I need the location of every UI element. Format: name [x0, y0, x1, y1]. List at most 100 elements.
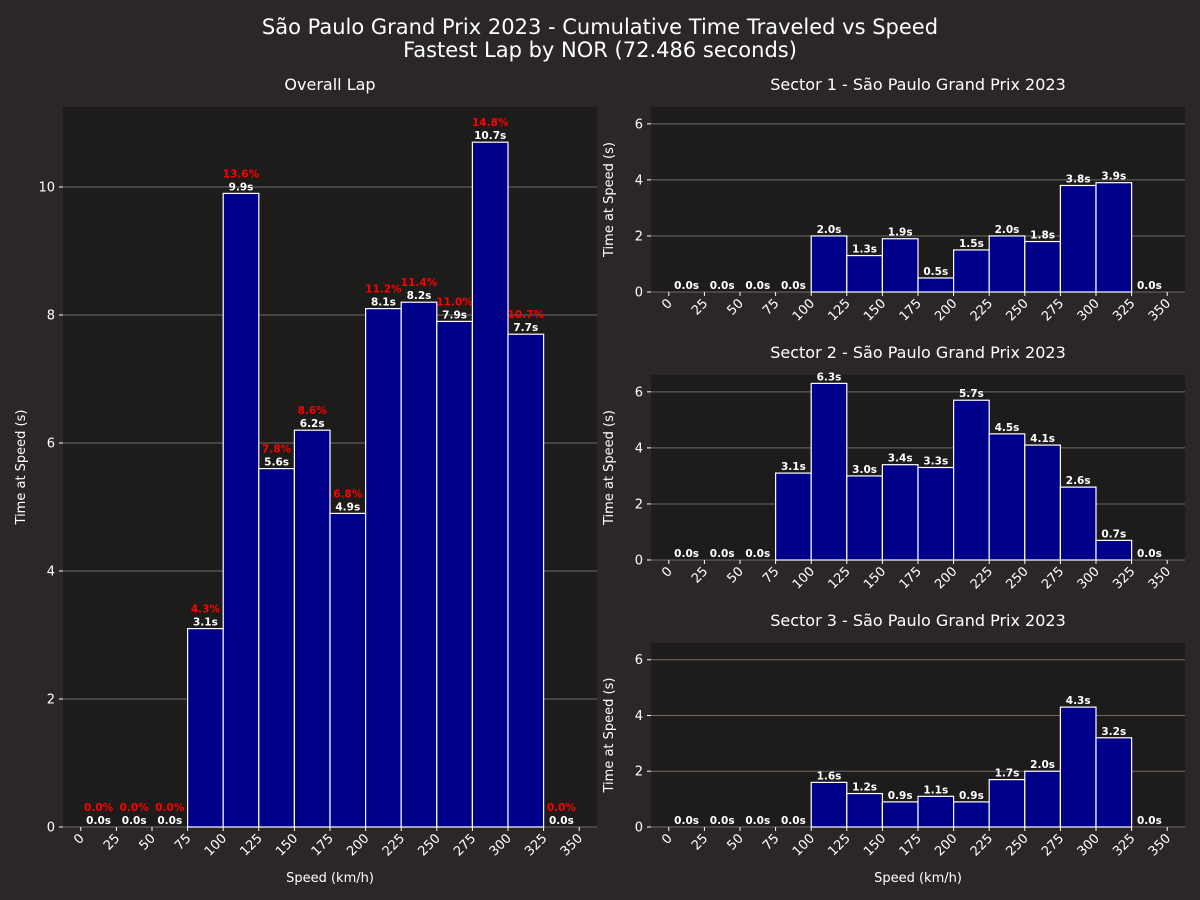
x-tick-label: 325 [1110, 296, 1138, 324]
x-tick-label: 275 [1039, 564, 1067, 592]
bar [1024, 444, 1062, 561]
x-tick-label: 350 [1146, 831, 1174, 859]
bar [1059, 706, 1097, 828]
x-tick-label: 25 [689, 296, 711, 318]
bar-value-label: 2.0s [1030, 759, 1055, 771]
x-tick-label: 150 [861, 564, 889, 592]
bar-value-label: 0.0s [710, 280, 735, 292]
bar-value-label: 0.0s [1137, 280, 1162, 292]
bar-value-label: 8.1s [371, 297, 396, 309]
x-tick-label: 50 [725, 296, 747, 318]
bar [988, 433, 1026, 561]
bar-percent-label: 6.8% [333, 488, 363, 500]
x-tick-label: 250 [1003, 831, 1031, 859]
chart-panel-1: 0 2 4 6 0.0s 0.0s 0.0s 0.0s 2.0s 1.3s 1.9s 0.5s 1.5s… [602, 75, 1185, 324]
bar-value-label: 0.0s [674, 548, 699, 560]
x-tick-label: 175 [897, 296, 925, 324]
chart-title: Sector 1 - São Paulo Grand Prix 2023 [770, 75, 1066, 94]
bar-percent-label: 8.6% [298, 405, 328, 417]
bar-value-label: 7.9s [442, 309, 467, 321]
x-tick-label: 300 [1075, 296, 1103, 324]
bar [471, 141, 509, 828]
x-tick-label: 100 [790, 564, 818, 592]
bar [400, 301, 438, 828]
chart-panel-3: 0 2 4 6 0.0s 0.0s 0.0s 0.0s 1.6s 1.2s 0.9s 1.1s 0.9s… [602, 611, 1185, 886]
bar [1024, 240, 1062, 293]
bar-value-label: 0.5s [923, 266, 948, 278]
y-tick-label: 2 [635, 497, 643, 512]
x-tick-label: 100 [790, 296, 818, 324]
bar-value-label: 3.9s [1101, 171, 1126, 183]
figure-title: São Paulo Grand Prix 2023 - Cumulative T… [262, 15, 938, 39]
bar-percent-label: 0.0% [120, 802, 150, 814]
bar-percent-label: 0.0% [155, 802, 185, 814]
bar [810, 382, 848, 561]
x-tick-label: 250 [1003, 564, 1031, 592]
x-tick-label: 350 [558, 831, 586, 859]
x-tick-label: 50 [725, 564, 747, 586]
chart-title: Sector 3 - São Paulo Grand Prix 2023 [770, 611, 1066, 630]
bar-value-label: 4.9s [335, 501, 360, 513]
bar [436, 320, 473, 828]
bar-value-label: 0.0s [710, 548, 735, 560]
y-tick-label: 2 [635, 765, 643, 780]
chart-panel-0: 02468100.0s0.0%0.0s0.0%0.0s0.0%3.1s4.3%9… [14, 75, 597, 886]
x-tick-label: 350 [1146, 564, 1174, 592]
x-tick-label: 0 [659, 296, 675, 312]
x-axis-label: Speed (km/h) [874, 871, 962, 886]
bar-value-label: 1.1s [923, 784, 948, 796]
x-tick-label: 125 [237, 831, 265, 859]
bar-percent-label: 4.3% [191, 604, 221, 616]
x-tick-label: 175 [897, 831, 925, 859]
x-tick-label: 125 [825, 296, 853, 324]
y-tick-label: 2 [47, 693, 55, 708]
bar-percent-label: 11.0% [436, 296, 473, 308]
bar-value-label: 0.7s [1101, 528, 1126, 540]
bar-percent-label: 7.8% [262, 444, 292, 456]
bar-value-label: 10.7s [474, 130, 506, 142]
x-tick-label: 200 [932, 296, 960, 324]
bar [1059, 184, 1097, 293]
x-tick-label: 125 [825, 564, 853, 592]
bar-value-label: 5.6s [264, 457, 289, 469]
y-tick-label: 4 [635, 709, 643, 724]
y-tick-label: 8 [47, 309, 55, 324]
bar [846, 792, 883, 828]
x-tick-label: 225 [968, 564, 996, 592]
bar [810, 781, 848, 828]
bar [952, 801, 990, 828]
x-tick-label: 150 [861, 831, 889, 859]
x-tick-label: 200 [932, 831, 960, 859]
bar-value-label: 2.0s [995, 224, 1020, 236]
bar-value-label: 0.0s [86, 815, 111, 827]
x-axis-label: Speed (km/h) [286, 871, 374, 886]
x-tick-label: 325 [522, 831, 550, 859]
bar-value-label: 1.8s [1030, 230, 1055, 242]
bar [846, 475, 883, 561]
x-tick-label: 300 [487, 831, 515, 859]
bar-value-label: 3.3s [923, 456, 948, 468]
bar-value-label: 0.0s [122, 815, 147, 827]
x-tick-label: 250 [1003, 296, 1031, 324]
bar [952, 249, 990, 293]
y-tick-label: 6 [635, 385, 643, 400]
bar-value-label: 3.8s [1066, 173, 1091, 185]
bar-value-label: 0.0s [745, 815, 770, 827]
bar-percent-label: 11.4% [401, 277, 438, 289]
bar-value-label: 9.9s [229, 181, 254, 193]
x-tick-label: 200 [344, 831, 372, 859]
x-tick-label: 50 [137, 831, 159, 853]
x-tick-label: 350 [1146, 296, 1174, 324]
bar-value-label: 6.3s [817, 371, 842, 383]
bar-value-label: 2.6s [1066, 475, 1091, 487]
bar [846, 254, 883, 293]
x-tick-label: 250 [415, 831, 443, 859]
y-tick-label: 6 [635, 653, 643, 668]
x-tick-label: 25 [689, 564, 711, 586]
bar-value-label: 0.0s [781, 815, 806, 827]
y-tick-label: 4 [635, 173, 643, 188]
x-tick-label: 175 [309, 831, 337, 859]
bar [187, 627, 224, 828]
bar-value-label: 3.1s [193, 617, 218, 629]
